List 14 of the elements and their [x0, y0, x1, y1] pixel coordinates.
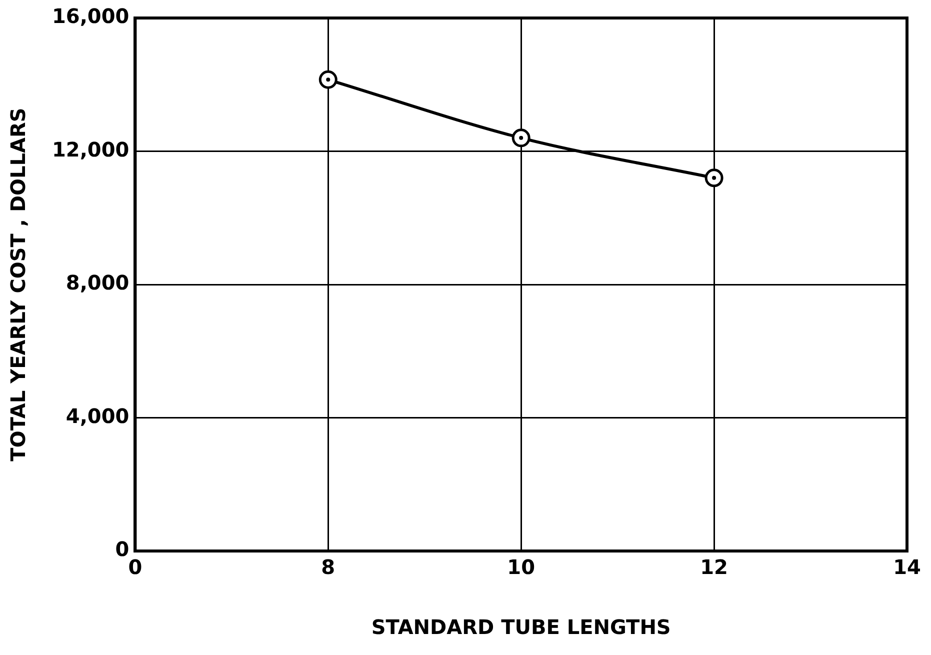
x-tick-label: 14	[893, 555, 921, 580]
point	[512, 128, 530, 148]
y-tick-label: 12,000	[52, 137, 130, 162]
point	[704, 168, 724, 188]
point	[318, 70, 338, 89]
x-tick-label: 8	[321, 555, 336, 580]
y-tick-label: 0	[115, 537, 130, 562]
y-tick-label: 4,000	[66, 404, 130, 428]
y-tick-label: 8,000	[66, 270, 130, 295]
y-axis-title: TOTAL YEARLY COST , DOLLARS	[6, 108, 30, 462]
x-tick-label: 10	[507, 555, 536, 580]
x-tick-label: 12	[700, 555, 728, 580]
x-axis-title: STANDARD TUBE LENGTHS	[371, 615, 671, 640]
y-tick-label: 16,000	[52, 4, 130, 28]
